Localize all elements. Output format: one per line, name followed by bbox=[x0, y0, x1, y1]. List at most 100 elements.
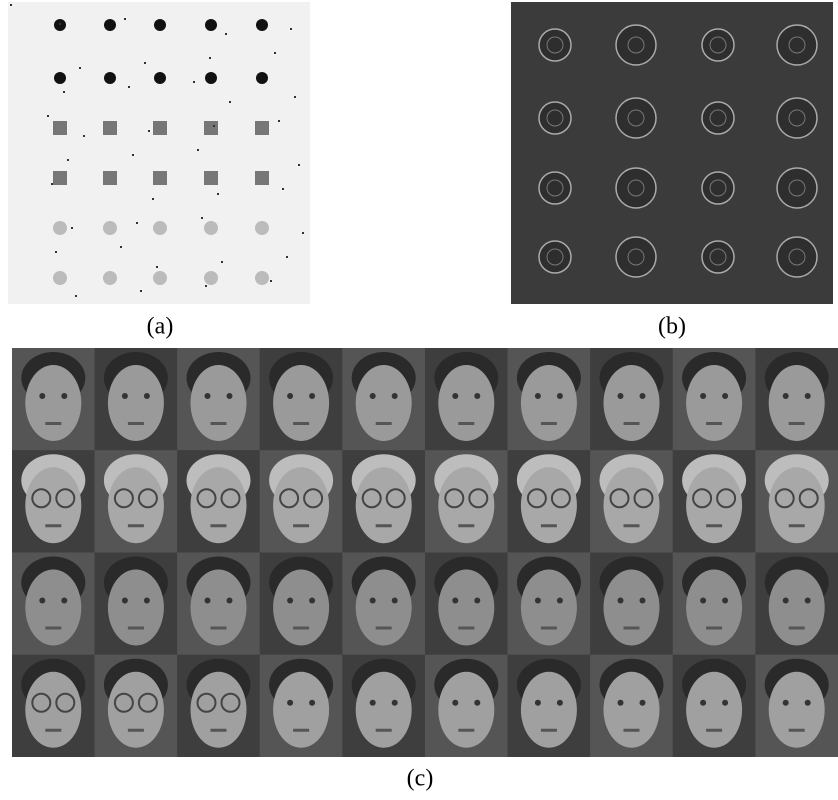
eye bbox=[617, 393, 624, 399]
coin bbox=[538, 240, 572, 274]
eye bbox=[700, 393, 707, 399]
noise bbox=[124, 18, 126, 20]
eye bbox=[391, 393, 398, 399]
eye bbox=[617, 597, 624, 604]
face bbox=[686, 671, 743, 748]
face bbox=[107, 671, 164, 748]
coin-detail bbox=[546, 109, 564, 127]
eye bbox=[452, 597, 459, 604]
glasses bbox=[798, 488, 819, 509]
eye bbox=[474, 597, 481, 604]
coin-detail bbox=[627, 179, 645, 197]
eye bbox=[309, 597, 316, 604]
mouth bbox=[540, 422, 557, 425]
square bbox=[103, 171, 117, 185]
mouth bbox=[375, 422, 392, 425]
eye bbox=[534, 699, 541, 706]
mouth bbox=[623, 422, 640, 425]
eye bbox=[452, 393, 459, 399]
dot bbox=[205, 72, 217, 84]
panel-a-image bbox=[8, 2, 310, 304]
noise bbox=[221, 261, 223, 263]
face bbox=[25, 365, 82, 441]
square bbox=[103, 121, 117, 135]
coin bbox=[538, 28, 572, 62]
eye bbox=[61, 393, 68, 399]
mouth bbox=[293, 524, 310, 528]
mouth bbox=[706, 422, 723, 425]
noise bbox=[79, 67, 81, 69]
face bbox=[438, 365, 495, 441]
mouth bbox=[210, 626, 227, 630]
noise bbox=[75, 295, 77, 297]
coin bbox=[615, 167, 657, 209]
panel-label: (c) bbox=[407, 766, 434, 792]
face bbox=[190, 569, 247, 646]
dot bbox=[54, 72, 66, 84]
face bbox=[190, 467, 247, 544]
face bbox=[603, 467, 660, 544]
mouth bbox=[293, 422, 310, 425]
face bbox=[190, 365, 247, 441]
face bbox=[603, 365, 660, 441]
noise bbox=[302, 232, 304, 234]
noise bbox=[156, 266, 158, 268]
eye bbox=[700, 597, 707, 604]
eye bbox=[639, 393, 646, 399]
eye bbox=[804, 699, 811, 706]
face bbox=[273, 569, 330, 646]
blob bbox=[103, 221, 117, 235]
noise bbox=[136, 222, 138, 224]
noise bbox=[193, 81, 195, 83]
mouth bbox=[458, 626, 475, 630]
noise bbox=[282, 188, 284, 190]
face bbox=[768, 569, 825, 646]
eye bbox=[534, 393, 541, 399]
face bbox=[438, 569, 495, 646]
mouth bbox=[375, 728, 392, 732]
glasses bbox=[526, 488, 547, 509]
face bbox=[273, 467, 330, 544]
eye bbox=[452, 699, 459, 706]
face bbox=[355, 467, 412, 544]
mouth bbox=[375, 626, 392, 630]
noise bbox=[298, 164, 300, 166]
face bbox=[25, 569, 82, 646]
noise bbox=[225, 33, 227, 35]
mouth bbox=[706, 626, 723, 630]
blob bbox=[153, 271, 167, 285]
glasses bbox=[220, 488, 241, 509]
coin-detail bbox=[546, 179, 564, 197]
blob bbox=[53, 271, 67, 285]
glasses bbox=[55, 488, 76, 509]
panel-label: (a) bbox=[147, 314, 174, 340]
noise bbox=[144, 62, 146, 64]
eye bbox=[369, 597, 376, 604]
noise bbox=[286, 256, 288, 258]
glasses bbox=[113, 488, 134, 509]
dot bbox=[154, 72, 166, 84]
mouth bbox=[623, 524, 640, 528]
face bbox=[25, 467, 82, 544]
noise bbox=[213, 125, 215, 127]
face bbox=[355, 671, 412, 748]
noise bbox=[270, 280, 272, 282]
panel-label: (b) bbox=[658, 314, 686, 340]
glasses bbox=[113, 692, 134, 713]
noise bbox=[120, 246, 122, 248]
eye bbox=[287, 597, 294, 604]
noise bbox=[217, 193, 219, 195]
mouth bbox=[375, 524, 392, 528]
mouth bbox=[458, 524, 475, 528]
eye bbox=[782, 393, 789, 399]
eye bbox=[226, 393, 233, 399]
eye bbox=[617, 699, 624, 706]
eye bbox=[143, 393, 150, 399]
mouth bbox=[706, 728, 723, 732]
eye bbox=[309, 699, 316, 706]
mouth bbox=[210, 728, 227, 732]
face bbox=[768, 467, 825, 544]
mouth bbox=[788, 626, 805, 630]
mouth bbox=[127, 728, 144, 732]
dot bbox=[104, 72, 116, 84]
